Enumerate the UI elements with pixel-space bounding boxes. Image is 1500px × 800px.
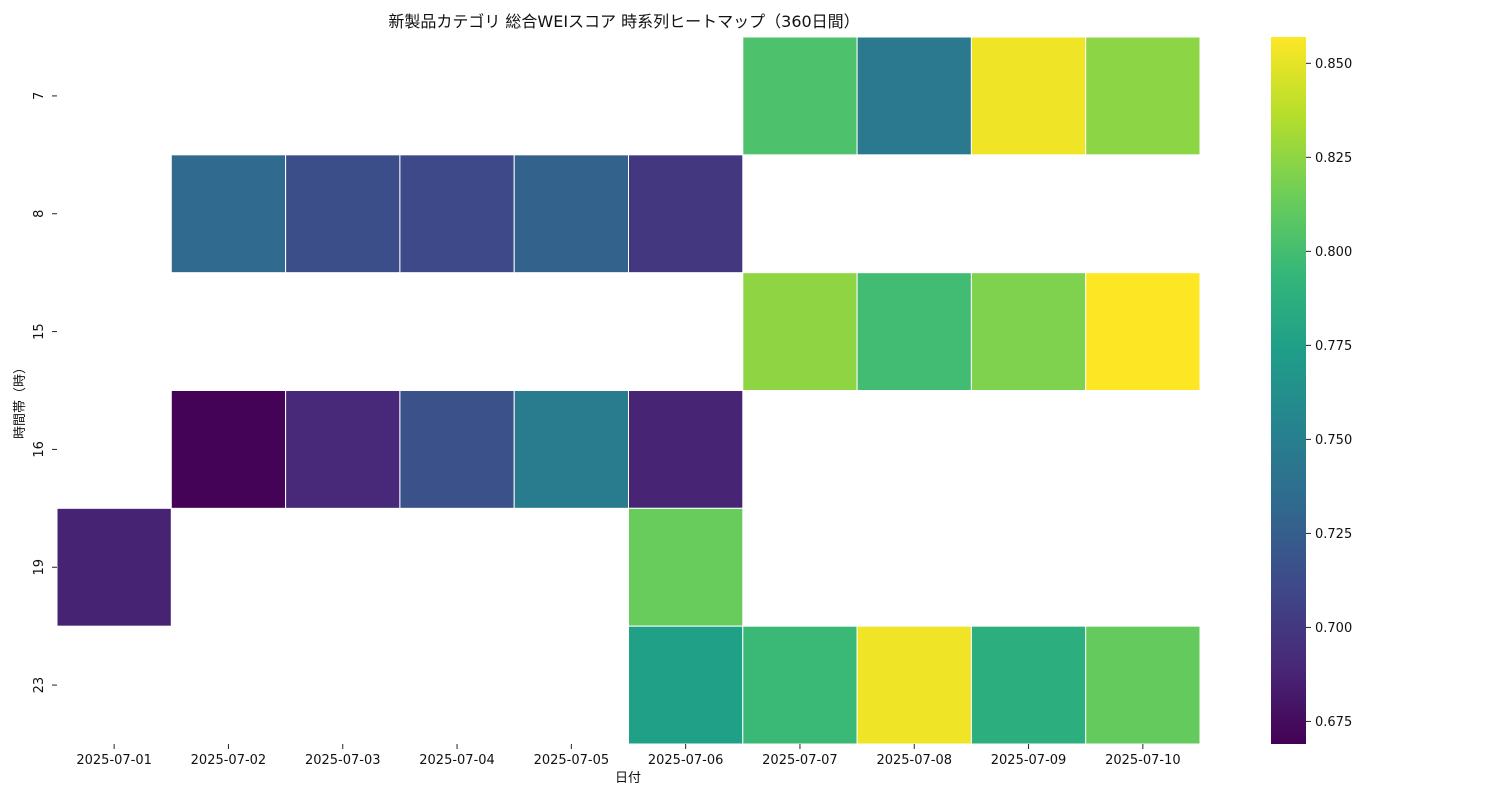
heatmap-cell — [742, 272, 858, 391]
colorbar — [1271, 37, 1306, 744]
heatmap-cell — [856, 272, 972, 391]
heatmap-cell — [1085, 36, 1201, 156]
x-tick-label: 2025-07-07 — [762, 753, 838, 768]
heatmap-cell — [970, 36, 1087, 156]
colorbar-tick-label: 0.850 — [1315, 57, 1352, 72]
x-axis-ticks: 2025-07-01 2025-07-02 2025-07-03 2025-07-04… — [76, 744, 1181, 768]
heatmap-cell — [628, 507, 744, 627]
colorbar-tick-label: 0.675 — [1315, 715, 1352, 730]
x-tick-label: 2025-07-02 — [191, 753, 267, 768]
y-tick-label: 23 — [32, 677, 47, 694]
x-tick-label: 2025-07-01 — [76, 753, 152, 768]
heatmap-cell — [970, 625, 1087, 745]
heatmap-cell — [399, 390, 515, 509]
heatmap-cell — [628, 154, 744, 274]
colorbar-tick-label: 0.775 — [1315, 339, 1352, 354]
x-tick-label: 2025-07-09 — [991, 753, 1067, 768]
colorbar-tick-label: 0.825 — [1315, 151, 1352, 166]
heatmap-cell — [170, 154, 287, 274]
x-tick-label: 2025-07-04 — [419, 753, 495, 768]
heatmap-cell — [856, 36, 972, 156]
colorbar-tick-label: 0.800 — [1315, 245, 1352, 260]
y-tick-label: 15 — [32, 323, 47, 340]
chart-title: 新製品カテゴリ 総合WEIスコア 時系列ヒートマップ（360日間） — [388, 12, 859, 31]
heatmap-cell — [285, 154, 401, 274]
heatmap-cell — [285, 390, 401, 509]
y-axis-label: 時間帯（時） — [13, 361, 28, 439]
heatmap-cell — [628, 390, 744, 509]
x-tick-label: 2025-07-06 — [648, 753, 724, 768]
heatmap-cell — [1085, 272, 1201, 391]
y-tick-label: 8 — [32, 210, 47, 218]
heatmap-cell — [856, 625, 972, 745]
heatmap-cells — [56, 36, 1201, 745]
colorbar-tick-label: 0.725 — [1315, 527, 1352, 542]
heatmap-cell — [742, 625, 858, 745]
heatmap-cell — [970, 272, 1087, 391]
y-axis-ticks: 7 8 15 16 19 23 — [32, 92, 57, 694]
heatmap-cell — [399, 154, 515, 274]
heatmap-cell — [742, 36, 858, 156]
x-axis-label: 日付 — [615, 771, 641, 786]
x-tick-label: 2025-07-03 — [305, 753, 381, 768]
heatmap-cell — [513, 154, 630, 274]
colorbar-ticks: 0.675 0.700 0.725 0.750 0.775 0.800 0.825 0.850 — [1306, 57, 1352, 730]
y-tick-label: 7 — [32, 92, 47, 100]
heatmap-cell — [56, 507, 172, 627]
y-tick-label: 16 — [32, 441, 47, 458]
heatmap-cell — [513, 390, 630, 509]
colorbar-tick-label: 0.700 — [1315, 621, 1352, 636]
heatmap-cell — [170, 390, 287, 509]
x-tick-label: 2025-07-05 — [534, 753, 610, 768]
heatmap-cell — [628, 625, 744, 745]
y-tick-label: 19 — [32, 559, 47, 576]
x-tick-label: 2025-07-08 — [876, 753, 952, 768]
colorbar-tick-label: 0.750 — [1315, 433, 1352, 448]
x-tick-label: 2025-07-10 — [1105, 753, 1181, 768]
heatmap-cell — [1085, 625, 1201, 745]
